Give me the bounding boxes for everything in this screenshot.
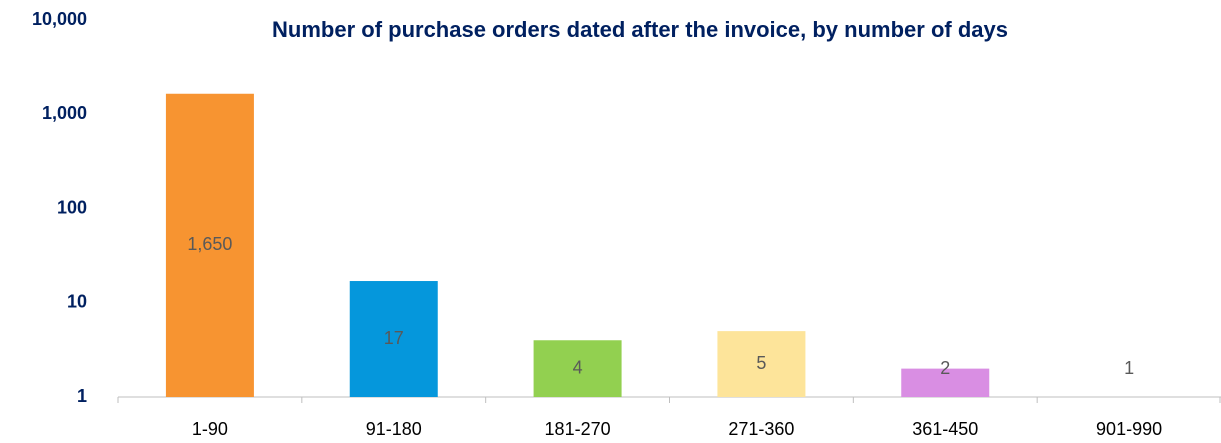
x-tick-label: 361-450 (912, 419, 978, 439)
value-label: 17 (384, 328, 404, 348)
value-label: 5 (756, 353, 766, 373)
bar (717, 331, 806, 397)
bar (165, 93, 254, 397)
chart-title: Number of purchase orders dated after th… (272, 17, 1008, 42)
y-tick-label: 10 (67, 292, 87, 312)
x-tick-label: 181-270 (545, 419, 611, 439)
bar (349, 281, 438, 397)
value-label: 1 (1124, 358, 1134, 378)
value-label: 4 (573, 357, 583, 377)
bar (901, 368, 990, 397)
y-tick-label: 1,000 (42, 103, 87, 123)
y-tick-label: 100 (57, 197, 87, 217)
y-tick-label: 10,000 (32, 9, 87, 29)
x-tick-label: 91-180 (366, 419, 422, 439)
x-tick-label: 271-360 (728, 419, 794, 439)
value-label: 2 (940, 358, 950, 378)
y-tick-label: 1 (77, 386, 87, 406)
x-tick-label: 1-90 (192, 419, 228, 439)
x-tick-label: 901-990 (1096, 419, 1162, 439)
value-label: 1,650 (187, 234, 232, 254)
bar (533, 340, 622, 397)
